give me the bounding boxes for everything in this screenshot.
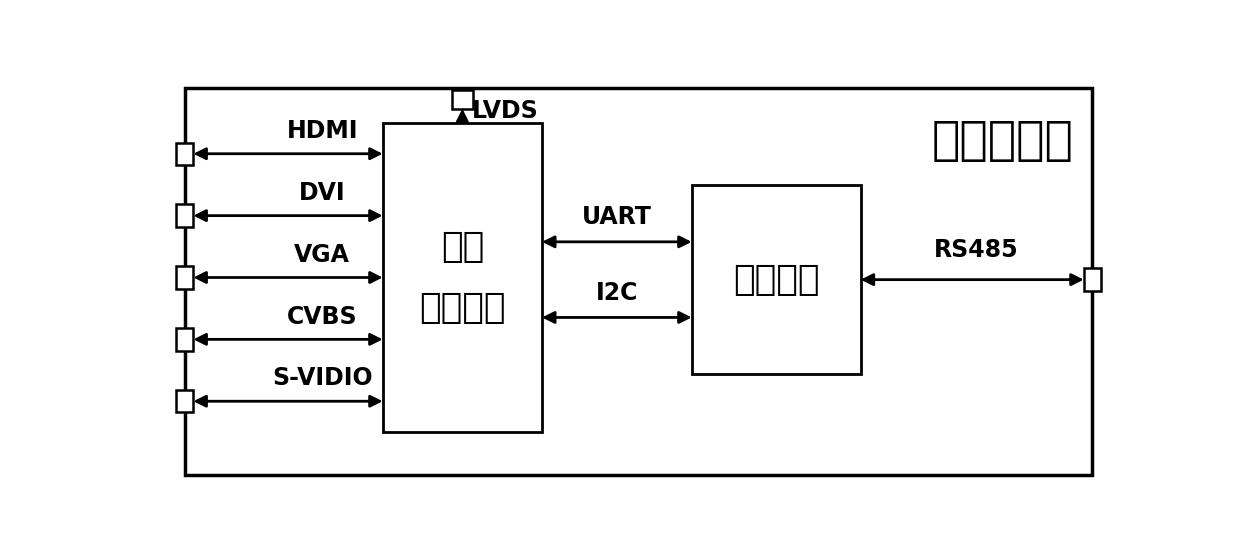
Text: 控制模块: 控制模块	[733, 263, 820, 297]
Text: VGA: VGA	[294, 243, 350, 267]
Text: DVI: DVI	[299, 181, 345, 205]
Bar	[1084, 268, 1101, 291]
Text: RS485: RS485	[934, 238, 1019, 262]
Bar	[383, 123, 542, 432]
Text: HDMI: HDMI	[287, 119, 358, 143]
Text: S-VIDIO: S-VIDIO	[272, 367, 373, 391]
Text: 视频: 视频	[441, 230, 483, 264]
Bar	[176, 390, 193, 412]
Text: CVBS: CVBS	[287, 305, 358, 329]
Bar	[176, 328, 193, 350]
Bar	[692, 185, 861, 374]
Text: LVDS: LVDS	[472, 99, 538, 123]
Bar	[176, 143, 193, 165]
Bar	[452, 89, 473, 109]
Bar	[176, 204, 193, 227]
Text: I2C: I2C	[596, 281, 638, 305]
Text: 视频处理板: 视频处理板	[931, 118, 1073, 163]
Bar	[176, 266, 193, 288]
Text: UART: UART	[582, 205, 652, 229]
Text: 处理模块: 处理模块	[419, 291, 506, 325]
